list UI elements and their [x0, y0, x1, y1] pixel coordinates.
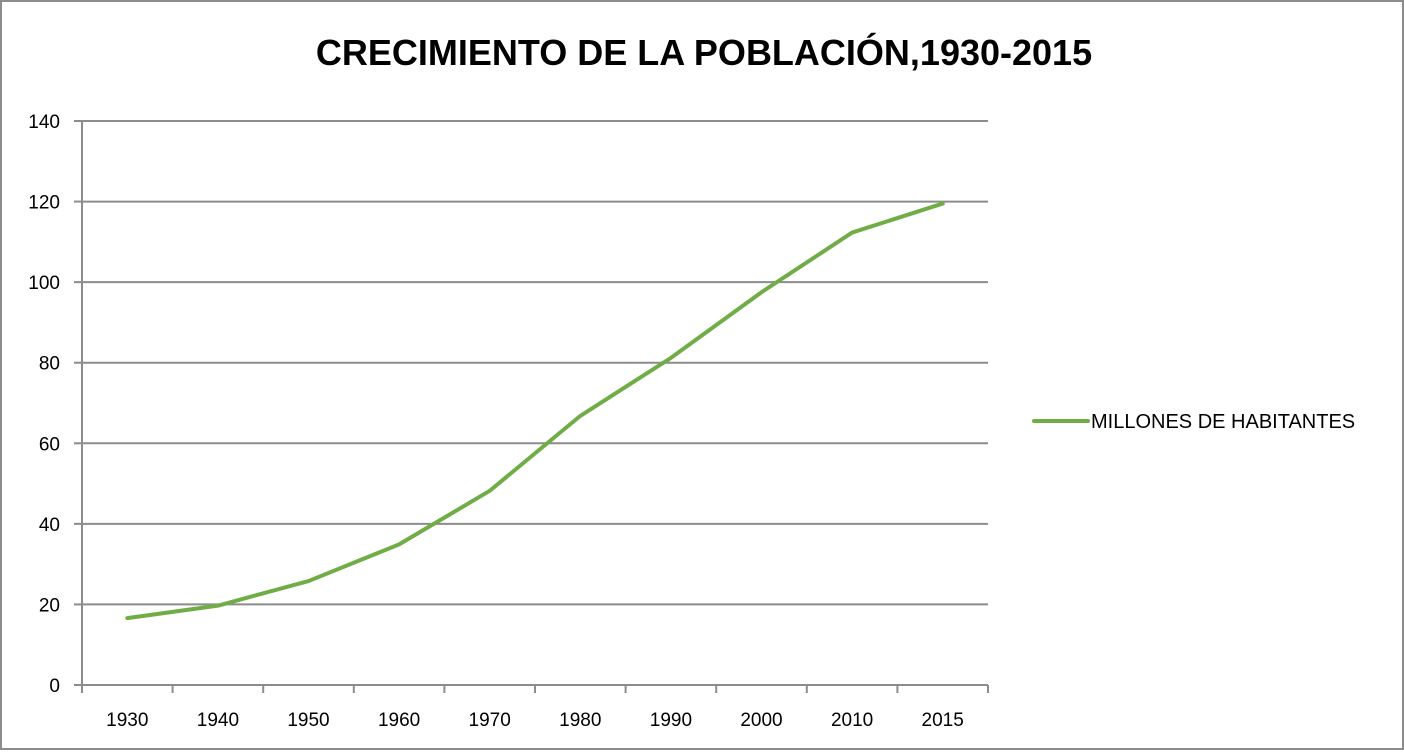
x-tick-label: 2000 [740, 710, 782, 731]
y-tick-label: 40 [39, 515, 60, 536]
series-group [127, 203, 943, 618]
y-tick-label: 80 [39, 354, 60, 375]
y-tick-label: 140 [28, 112, 60, 133]
y-tick-label: 100 [28, 273, 60, 294]
y-tick-label: 0 [49, 676, 60, 697]
series-line [127, 204, 942, 619]
x-tick-label: 1950 [287, 710, 329, 731]
x-tick-label: 2015 [922, 710, 964, 731]
legend-label: MILLONES DE HABITANTES [1091, 411, 1355, 433]
y-axis-ticks: 0 20 40 60 80 100 120 140 [28, 112, 82, 697]
x-tick-label: 1940 [197, 710, 239, 731]
legend: MILLONES DE HABITANTES [1034, 411, 1355, 433]
grid-lines [82, 121, 988, 604]
x-tick-label: 1980 [559, 710, 601, 731]
y-tick-label: 20 [39, 595, 60, 616]
y-tick-label: 120 [28, 193, 60, 214]
x-axis-ticks: 1930 1940 1950 1960 1970 1980 1990 2000 2010 2015 [82, 685, 988, 731]
x-tick-label: 1930 [106, 710, 148, 731]
x-tick-label: 1990 [650, 710, 692, 731]
axes [82, 121, 988, 685]
x-tick-label: 1970 [469, 710, 511, 731]
y-tick-label: 60 [39, 434, 60, 455]
x-tick-label: 1960 [378, 710, 420, 731]
x-tick-label: 2010 [831, 710, 873, 731]
